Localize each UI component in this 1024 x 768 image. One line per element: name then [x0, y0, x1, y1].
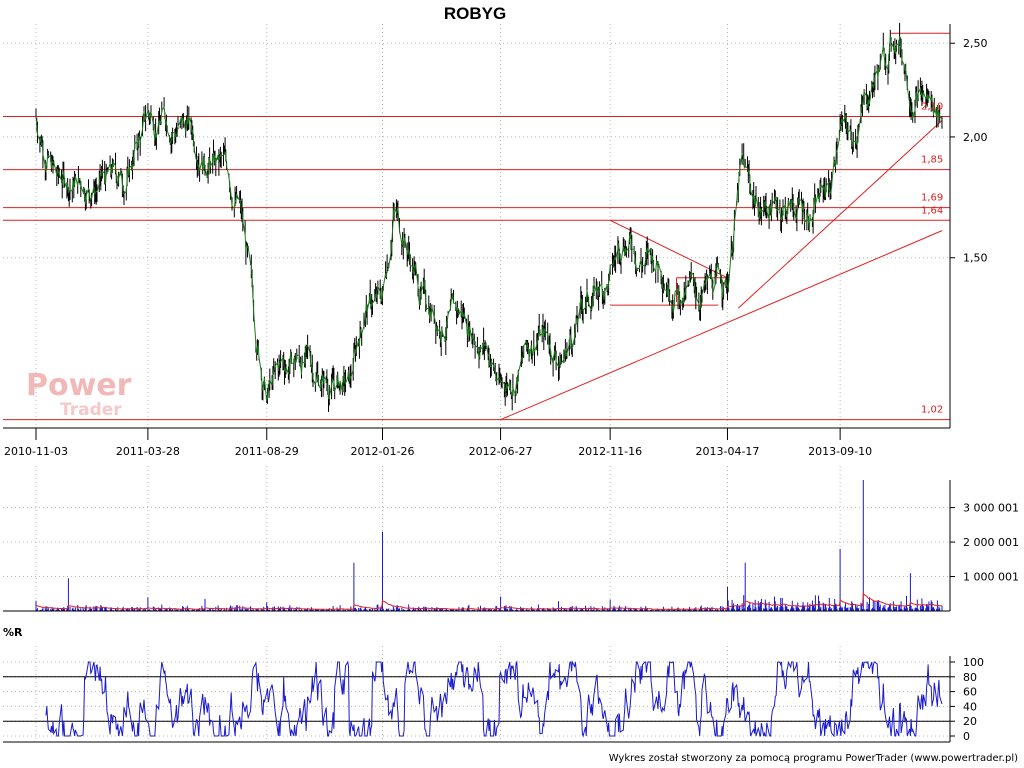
- level-label: 1,64: [921, 205, 943, 216]
- williams-r-line: [45, 660, 943, 738]
- price-frame: [3, 24, 951, 429]
- date-x-tick-label: 2011-03-28: [116, 445, 180, 458]
- williams-y-tick-label: 0: [963, 730, 970, 743]
- price-line: [35, 35, 943, 402]
- date-x-tick-label: 2013-09-10: [808, 445, 872, 458]
- date-x-tick-label: 2012-11-16: [578, 445, 642, 458]
- level-label: 1,02: [921, 405, 943, 416]
- williams-y-tick-label: 20: [963, 715, 977, 728]
- williams-y-tick-label: 80: [963, 671, 977, 684]
- date-x-tick-label: 2013-04-17: [695, 445, 759, 458]
- price-y-tick-label: 2,00: [963, 131, 988, 144]
- watermark-line2: Trader: [60, 400, 122, 420]
- williams-y-tick-label: 60: [963, 686, 977, 699]
- level-label: 1,69: [921, 193, 943, 204]
- williams-r-frame: [3, 656, 951, 743]
- williams-y-tick-label: 100: [963, 656, 984, 669]
- level-label: 2,10: [921, 101, 943, 112]
- volume-y-tick-label: 3 000 001: [963, 502, 1019, 515]
- date-x-tick-label: 2012-01-26: [351, 445, 415, 458]
- level-label: 1,85: [921, 155, 943, 166]
- price-y-tick-label: 1,50: [963, 252, 988, 265]
- volume-panel: 3 000 001 2 000 001 1 000 001: [3, 480, 1019, 612]
- date-x-tick-label: 2012-06-27: [469, 445, 533, 458]
- price-y-tick-label: 2,50: [963, 37, 988, 50]
- date-x-tick-label: 2010-11-03: [4, 445, 68, 458]
- volume-average-line: [35, 591, 942, 611]
- price-y-axis: 2,50 2,00 1,50: [950, 37, 988, 265]
- watermark-line1: Power: [26, 368, 132, 403]
- trend-line: [737, 120, 943, 309]
- williams-y-tick-label: 40: [963, 700, 977, 713]
- trend-line: [500, 230, 943, 421]
- date-x-axis: 2010-11-03 2011-03-28 2011-08-29 2012-01-26…: [4, 428, 872, 458]
- williams-r-title: %R: [3, 626, 23, 639]
- watermark: Power Trader: [26, 368, 132, 420]
- footer-credit: Wykres został stworzony za pomocą progra…: [609, 753, 1018, 764]
- date-x-tick-label: 2011-08-29: [235, 445, 299, 458]
- level-labels: 2,10 1,85 1,691,64 1,02: [921, 101, 943, 415]
- volume-y-axis: 3 000 001 2 000 001 1 000 001: [950, 502, 1019, 584]
- volume-y-tick-label: 1 000 001: [963, 571, 1019, 584]
- volume-y-tick-label: 2 000 001: [963, 536, 1019, 549]
- trend-lines: [500, 120, 943, 421]
- volume-frame: [3, 480, 951, 612]
- chart-title: ROBYG: [444, 4, 506, 23]
